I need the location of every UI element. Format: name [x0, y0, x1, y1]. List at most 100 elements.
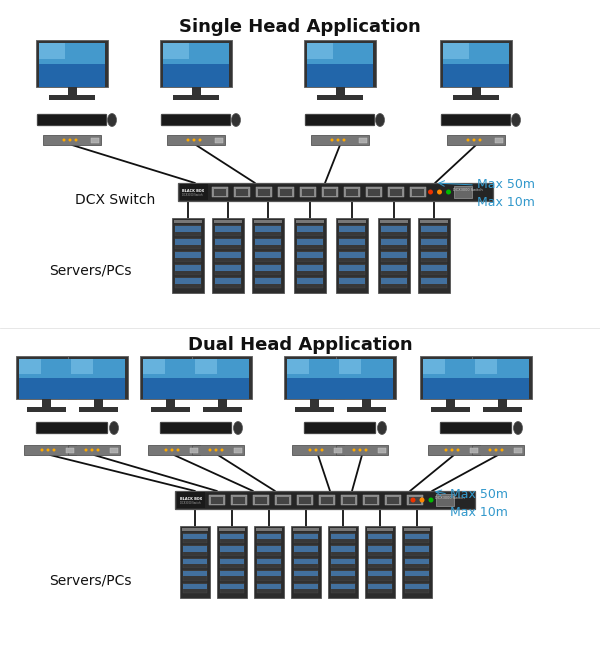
Bar: [388, 187, 404, 197]
Bar: [339, 265, 365, 271]
Bar: [252, 218, 284, 293]
Bar: [317, 95, 364, 101]
Bar: [420, 356, 480, 400]
Bar: [255, 278, 281, 283]
Bar: [143, 359, 197, 378]
Bar: [365, 526, 395, 598]
Circle shape: [314, 448, 317, 452]
Bar: [67, 87, 77, 95]
Bar: [378, 218, 410, 293]
Bar: [175, 264, 201, 275]
Circle shape: [41, 448, 44, 452]
Circle shape: [215, 448, 218, 452]
Bar: [209, 495, 225, 505]
Bar: [255, 238, 281, 249]
Circle shape: [437, 189, 442, 195]
Bar: [68, 445, 120, 455]
Bar: [447, 135, 505, 145]
Bar: [381, 277, 407, 288]
Bar: [297, 239, 323, 245]
Bar: [257, 534, 281, 539]
Circle shape: [85, 448, 88, 452]
Bar: [336, 445, 388, 455]
Bar: [339, 359, 361, 374]
Bar: [255, 265, 281, 271]
Bar: [255, 252, 281, 257]
Bar: [287, 359, 308, 374]
Bar: [341, 495, 357, 505]
Bar: [183, 546, 207, 556]
Bar: [255, 239, 281, 245]
Bar: [475, 359, 529, 378]
Bar: [217, 526, 247, 598]
Bar: [380, 220, 408, 223]
Bar: [183, 558, 207, 568]
Bar: [381, 251, 407, 262]
Ellipse shape: [511, 113, 521, 127]
Circle shape: [170, 448, 173, 452]
Bar: [254, 526, 284, 598]
Bar: [428, 445, 480, 455]
Text: DCX3000 Switch: DCX3000 Switch: [180, 500, 200, 504]
Bar: [211, 496, 223, 504]
Bar: [328, 526, 358, 598]
Ellipse shape: [110, 422, 119, 434]
Bar: [183, 533, 207, 544]
Bar: [339, 277, 365, 288]
Text: Max 50m: Max 50m: [477, 179, 535, 191]
Bar: [322, 187, 337, 197]
Circle shape: [97, 448, 100, 452]
Bar: [405, 558, 429, 568]
Bar: [339, 359, 393, 378]
Circle shape: [428, 189, 433, 195]
Text: DCX3000 Switch: DCX3000 Switch: [182, 193, 203, 197]
Bar: [472, 356, 532, 400]
Bar: [175, 226, 201, 231]
Bar: [304, 40, 376, 87]
Bar: [339, 251, 365, 262]
Bar: [215, 278, 241, 283]
Bar: [257, 571, 281, 576]
Bar: [220, 533, 244, 544]
Bar: [255, 264, 281, 275]
Circle shape: [68, 139, 71, 141]
Bar: [294, 534, 318, 539]
Bar: [331, 584, 355, 589]
Bar: [175, 252, 201, 257]
Ellipse shape: [376, 113, 385, 127]
Bar: [381, 278, 407, 283]
Ellipse shape: [233, 422, 242, 434]
Circle shape: [320, 448, 323, 452]
Bar: [339, 278, 365, 283]
Bar: [172, 218, 204, 293]
Bar: [294, 546, 318, 552]
Bar: [140, 356, 200, 400]
Circle shape: [53, 448, 56, 452]
Bar: [330, 528, 356, 531]
Bar: [220, 582, 244, 593]
Bar: [39, 43, 105, 64]
Circle shape: [446, 189, 451, 195]
Bar: [19, 378, 73, 400]
Bar: [39, 43, 65, 59]
Circle shape: [500, 448, 503, 452]
Circle shape: [164, 448, 167, 452]
Circle shape: [62, 139, 65, 141]
Bar: [190, 448, 198, 452]
Circle shape: [445, 448, 448, 452]
Bar: [220, 546, 244, 556]
Circle shape: [457, 448, 460, 452]
Bar: [331, 546, 355, 552]
Bar: [183, 534, 207, 539]
Bar: [163, 43, 229, 64]
Bar: [381, 252, 407, 257]
Bar: [19, 359, 41, 374]
Bar: [297, 277, 323, 288]
Bar: [220, 571, 244, 576]
Bar: [215, 225, 241, 236]
Bar: [445, 400, 455, 407]
Bar: [183, 584, 207, 589]
Bar: [497, 400, 506, 407]
Bar: [405, 571, 429, 576]
Bar: [19, 359, 73, 378]
